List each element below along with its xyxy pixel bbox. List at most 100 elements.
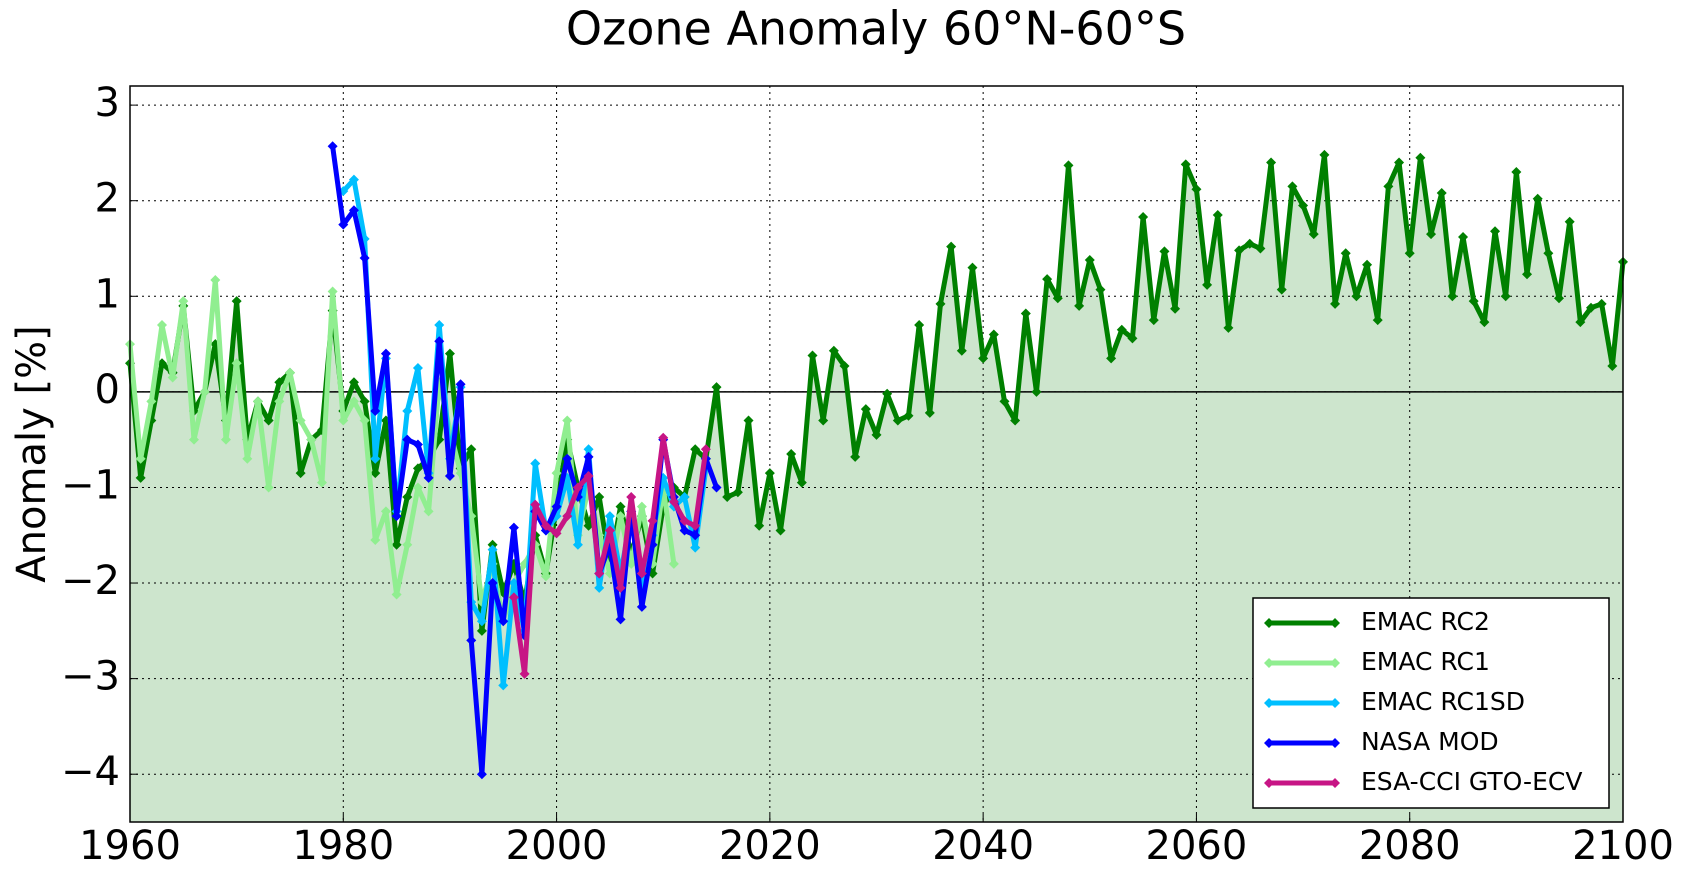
plot-frame [129, 85, 1624, 823]
point-marker [690, 530, 701, 541]
point-marker [359, 253, 370, 264]
point-marker [636, 501, 647, 512]
point-marker [882, 388, 893, 399]
point-marker [796, 477, 807, 488]
point-marker [1244, 238, 1255, 249]
point-marker [668, 558, 679, 569]
point-marker [263, 415, 274, 426]
point-marker [540, 520, 551, 531]
point-marker [615, 614, 626, 625]
point-marker [316, 477, 327, 488]
point-marker [508, 522, 519, 533]
point-marker [263, 482, 274, 493]
point-marker [1330, 298, 1341, 309]
point-marker [519, 668, 530, 679]
point-marker [476, 769, 487, 780]
point-marker [1415, 152, 1426, 163]
point-marker [999, 396, 1010, 407]
point-marker [476, 625, 487, 636]
point-marker [1351, 291, 1362, 302]
point-marker [1159, 246, 1170, 257]
x-tick-label: 2100 [1572, 823, 1674, 869]
point-marker [594, 582, 605, 593]
point-marker [1191, 184, 1202, 195]
point-marker [487, 578, 498, 589]
point-marker [690, 520, 701, 531]
point-marker [754, 520, 765, 531]
point-marker [348, 396, 359, 407]
point-marker [210, 275, 221, 286]
point-marker [572, 539, 583, 550]
point-marker [348, 377, 359, 388]
point-marker [1532, 193, 1543, 204]
point-marker [327, 286, 338, 297]
point-marker [295, 415, 306, 426]
point-marker [455, 379, 466, 390]
x-tick-label: 2060 [1146, 823, 1248, 869]
x-tick-label: 2080 [1359, 823, 1461, 869]
point-marker [1500, 291, 1511, 302]
point-marker [1148, 315, 1159, 326]
point-marker [274, 396, 285, 407]
point-marker [700, 444, 711, 455]
point-marker [1543, 248, 1554, 259]
legend: EMAC RC2 EMAC RC1 EMAC RC1SD NASA MOD ESA-CC… [1252, 597, 1610, 809]
point-marker [572, 482, 583, 493]
point-marker [146, 396, 157, 407]
point-marker [530, 458, 541, 469]
point-marker [1276, 284, 1287, 295]
point-marker [1287, 181, 1298, 192]
point-marker [370, 405, 381, 416]
point-marker [380, 506, 391, 517]
legend-label: EMAC RC1 [1361, 647, 1490, 676]
point-marker [988, 329, 999, 340]
point-marker [380, 348, 391, 359]
point-marker [967, 262, 978, 273]
legend-label: EMAC RC2 [1361, 607, 1490, 636]
point-marker [551, 501, 562, 512]
point-marker [1180, 159, 1191, 170]
point-marker [604, 511, 615, 522]
point-marker [1255, 243, 1266, 254]
point-marker [626, 492, 637, 503]
point-marker [1596, 298, 1607, 309]
point-marker [594, 568, 605, 579]
point-marker [1298, 200, 1309, 211]
point-marker [1426, 229, 1437, 240]
point-marker [764, 468, 775, 479]
point-marker [412, 362, 423, 373]
point-marker [1383, 181, 1394, 192]
point-marker [530, 499, 541, 510]
point-marker [562, 453, 573, 464]
point-marker [402, 405, 413, 416]
point-marker [924, 407, 935, 418]
point-marker [903, 410, 914, 421]
point-marker [188, 434, 199, 445]
point-marker [295, 468, 306, 479]
legend-label: NASA MOD [1361, 727, 1499, 756]
point-marker [540, 571, 551, 582]
point-marker [199, 386, 210, 397]
point-marker [807, 350, 818, 361]
chart-title: Ozone Anomaly 60°N-60°S [566, 2, 1186, 56]
point-marker [1020, 308, 1031, 319]
point-marker [1170, 303, 1181, 314]
point-marker [1052, 293, 1063, 304]
point-marker [615, 511, 626, 522]
point-marker [839, 361, 850, 372]
point-marker [1202, 279, 1213, 290]
point-marker [178, 296, 189, 307]
point-marker [690, 444, 701, 455]
point-marker [1436, 188, 1447, 199]
point-marker [348, 205, 359, 216]
point-marker [1554, 293, 1565, 304]
point-marker [562, 511, 573, 522]
point-marker [434, 319, 445, 330]
point-marker [1404, 248, 1415, 259]
point-marker [412, 482, 423, 493]
point-marker [508, 592, 519, 603]
y-tick-label: −2 [61, 558, 120, 604]
point-marker [732, 487, 743, 498]
point-marker [956, 345, 967, 356]
